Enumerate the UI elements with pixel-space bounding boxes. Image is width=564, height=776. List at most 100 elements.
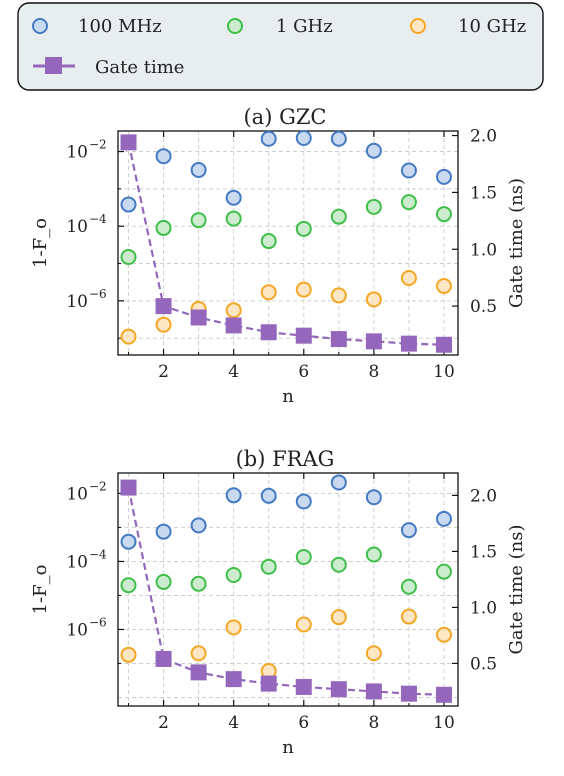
- point-1ghz: [225, 566, 242, 583]
- point-100mhz: [295, 493, 312, 510]
- legend-marker-100mhz: [32, 18, 48, 34]
- y2-tick-label: 1.0: [470, 240, 497, 260]
- point-100mhz: [330, 130, 347, 147]
- point-100mhz: [260, 130, 277, 147]
- y-tick-exponent: −4: [89, 212, 107, 226]
- point-1ghz: [435, 563, 452, 580]
- point-1ghz: [260, 233, 277, 250]
- point-1ghz: [435, 206, 452, 223]
- point-1ghz: [400, 194, 417, 211]
- axes-frame: [117, 472, 459, 707]
- x-tick-label: 6: [298, 713, 309, 733]
- point-1ghz: [190, 575, 207, 592]
- gate-time-line: [127, 142, 445, 346]
- point-1ghz: [400, 578, 417, 595]
- y2-tick-label: 2.0: [470, 127, 497, 147]
- point-1ghz: [330, 208, 347, 225]
- panel-a-title: (a) GZC: [243, 105, 326, 129]
- y2-axis-title: Gate time (ns): [506, 524, 527, 654]
- point-1ghz: [190, 212, 207, 229]
- point-100mhz: [365, 489, 382, 506]
- gate-time-marker: [330, 331, 347, 348]
- y2-tick-label: 2.0: [470, 486, 497, 506]
- gate-time-marker: [260, 675, 277, 692]
- gate-time-marker: [295, 327, 312, 344]
- point-1ghz: [365, 546, 382, 563]
- gate-time-line: [127, 487, 445, 696]
- point-10ghz: [190, 645, 207, 662]
- legend-label-1ghz: 1 GHz: [276, 16, 333, 37]
- x-axis-title: n: [282, 737, 294, 758]
- y2-tick-label: 0.5: [470, 297, 497, 317]
- x-tick-label: 4: [228, 713, 239, 733]
- point-1ghz: [365, 198, 382, 215]
- y-tick-label: 10: [66, 217, 88, 237]
- point-100mhz: [190, 162, 207, 179]
- point-10ghz: [330, 609, 347, 626]
- y2-tick-label: 0.5: [470, 654, 497, 674]
- point-10ghz: [260, 284, 277, 301]
- point-100mhz: [225, 189, 242, 206]
- panel-b-title: (b) FRAG: [236, 447, 335, 471]
- point-100mhz: [260, 487, 277, 504]
- y-tick-label: 10: [66, 620, 88, 640]
- y-tick-label: 10: [66, 552, 88, 572]
- gate-time-marker: [155, 650, 172, 667]
- y-tick-exponent: −6: [89, 287, 107, 301]
- point-100mhz: [225, 487, 242, 504]
- point-10ghz: [400, 269, 417, 286]
- point-10ghz: [295, 616, 312, 633]
- x-tick-label: 2: [158, 362, 169, 382]
- gate-time-marker: [435, 686, 452, 703]
- gate-time-marker: [400, 685, 417, 702]
- point-10ghz: [400, 608, 417, 625]
- y-tick-exponent: −2: [89, 138, 107, 152]
- legend-gate-marker: [45, 57, 62, 74]
- point-10ghz: [225, 302, 242, 319]
- point-100mhz: [435, 168, 452, 185]
- y-tick-exponent: −2: [89, 479, 107, 493]
- point-10ghz: [120, 328, 137, 345]
- gate-time-marker: [225, 671, 242, 688]
- point-10ghz: [295, 281, 312, 298]
- y2-tick-label: 1.5: [470, 542, 497, 562]
- point-100mhz: [365, 142, 382, 159]
- gate-time-marker: [190, 664, 207, 681]
- gate-time-marker: [260, 324, 277, 341]
- y-tick-exponent: −6: [89, 615, 107, 629]
- legend: 100 MHz 1 GHz 10 GHz Gate time: [17, 2, 544, 91]
- point-1ghz: [330, 556, 347, 573]
- point-10ghz: [435, 626, 452, 643]
- gate-time-marker: [225, 317, 242, 334]
- point-10ghz: [435, 278, 452, 295]
- point-1ghz: [295, 220, 312, 237]
- point-1ghz: [225, 210, 242, 227]
- y2-axis-title: Gate time (ns): [506, 178, 527, 308]
- point-1ghz: [155, 219, 172, 236]
- gate-time-marker: [365, 683, 382, 700]
- y-axis-title: 1-F_o: [30, 565, 51, 615]
- point-100mhz: [400, 162, 417, 179]
- point-100mhz: [295, 130, 312, 147]
- point-100mhz: [120, 196, 137, 213]
- point-100mhz: [435, 510, 452, 527]
- legend-label-100mhz: 100 MHz: [78, 16, 162, 37]
- point-10ghz: [365, 645, 382, 662]
- point-10ghz: [155, 316, 172, 333]
- point-10ghz: [365, 291, 382, 308]
- x-tick-label: 8: [368, 362, 379, 382]
- x-tick-label: 8: [368, 713, 379, 733]
- y2-tick-label: 1.5: [470, 183, 497, 203]
- point-100mhz: [330, 474, 347, 491]
- gate-time-marker: [120, 479, 137, 496]
- point-1ghz: [120, 248, 137, 265]
- axes-frame: [117, 130, 459, 356]
- x-tick-label: 4: [228, 362, 239, 382]
- point-100mhz: [120, 533, 137, 550]
- y-tick-label: 10: [66, 292, 88, 312]
- x-tick-label: 2: [158, 713, 169, 733]
